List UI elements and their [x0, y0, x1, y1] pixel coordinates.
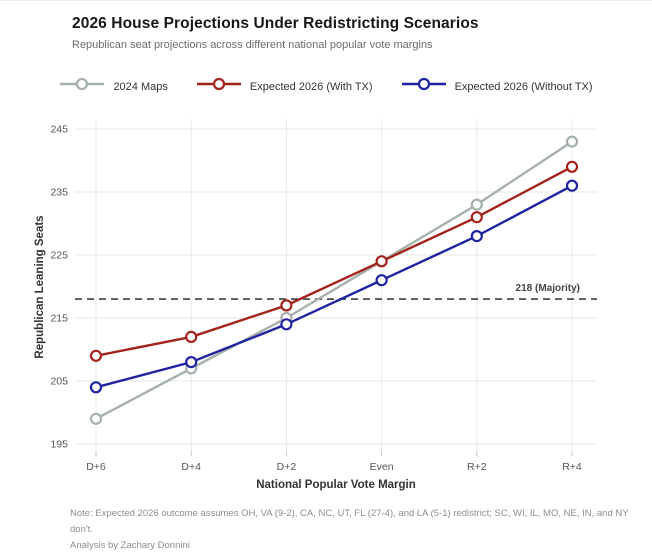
- legend: 2024 Maps Expected 2026 (With TX) Expect…: [0, 77, 652, 96]
- line-circle-marker-icon: [401, 77, 447, 96]
- legend-label: 2024 Maps: [113, 80, 168, 93]
- legend-item-2024-maps: 2024 Maps: [59, 77, 168, 96]
- svg-text:218 (Majority): 218 (Majority): [516, 283, 580, 294]
- svg-text:225: 225: [50, 250, 68, 262]
- chart-canvas: D+6 D+4 D+2 Even R+2 R+4 195 205 215 225 235 245 218…: [50, 119, 597, 473]
- footnote: Note: Expected 2026 outcome assumes OH, …: [70, 506, 652, 552]
- svg-text:245: 245: [50, 124, 68, 136]
- svg-text:205: 205: [50, 376, 68, 388]
- legend-label: Expected 2026 (With TX): [249, 80, 373, 93]
- footnote-line: Note: Expected 2026 outcome assumes OH, …: [70, 508, 629, 535]
- svg-text:R+2: R+2: [467, 461, 487, 473]
- svg-text:R+4: R+4: [562, 461, 582, 473]
- svg-text:215: 215: [50, 313, 68, 325]
- legend-item-expected-2026-without-tx: Expected 2026 (Without TX): [401, 77, 593, 96]
- svg-text:D+2: D+2: [277, 461, 297, 473]
- chart-title: 2026 House Projections Under Redistricti…: [72, 15, 479, 32]
- svg-text:235: 235: [50, 187, 68, 199]
- legend-item-expected-2026-with-tx: Expected 2026 (With TX): [196, 77, 373, 96]
- chart-subtitle: Republican seat projections across diffe…: [72, 39, 433, 51]
- svg-text:D+6: D+6: [86, 461, 106, 473]
- line-circle-marker-icon: [59, 77, 105, 96]
- y-axis-title: Republican Leaning Seats: [34, 215, 46, 359]
- svg-text:Even: Even: [370, 461, 394, 473]
- x-axis-title: National Popular Vote Margin: [256, 479, 416, 491]
- footnote-line: Analysis by Zachary Donnini: [70, 540, 190, 551]
- svg-text:D+4: D+4: [181, 461, 201, 473]
- svg-text:195: 195: [50, 439, 68, 451]
- legend-label: Expected 2026 (Without TX): [454, 80, 593, 93]
- line-circle-marker-icon: [196, 77, 242, 96]
